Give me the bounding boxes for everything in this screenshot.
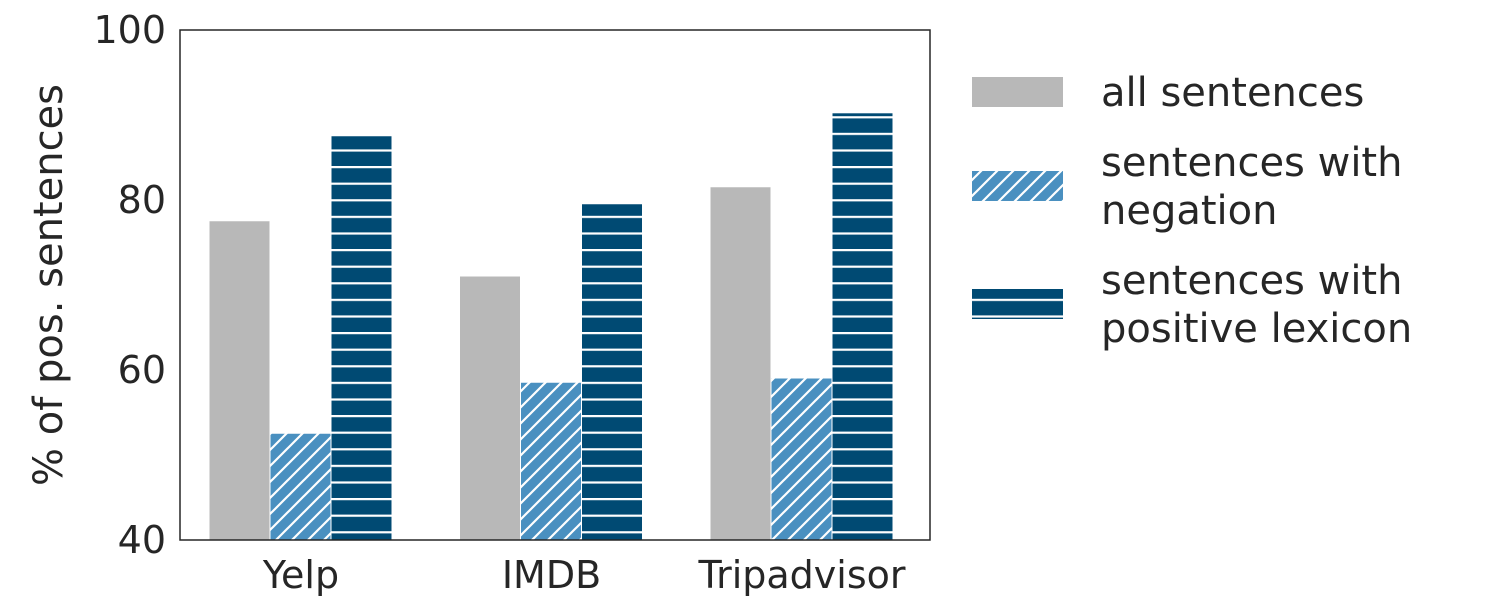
y-tick-label: 100 <box>93 8 166 52</box>
bars-layer <box>209 113 893 541</box>
legend-swatch-sentences-with-negation <box>972 171 1063 201</box>
bar-yelp-sentences-with-positive-lexicon <box>331 136 392 540</box>
legend-label-sentences-with-negation: sentences with negation <box>1101 140 1402 234</box>
bar-yelp-all-sentences <box>209 221 270 540</box>
legend: all sentences sentences with negation sente… <box>972 70 1412 352</box>
y-axis: 40 60 80 100 <box>93 8 166 562</box>
bar-imdb-sentences-with-negation <box>521 382 581 540</box>
plot-frame <box>179 29 931 541</box>
y-tick-label: 80 <box>118 178 166 222</box>
legend-label-all-sentences: all sentences <box>1101 70 1364 116</box>
x-axis: Yelp IMDB Tripadvisor <box>262 553 906 597</box>
bar-yelp-sentences-with-negation <box>270 433 331 540</box>
x-tick-label: Tripadvisor <box>697 553 905 597</box>
bar-imdb-sentences-with-positive-lexicon <box>582 204 642 540</box>
bar-tripadvisor-sentences-with-negation <box>771 378 832 540</box>
bar-tripadvisor-all-sentences <box>710 187 771 540</box>
legend-label-sentences-with-positive-lexicon: sentences with positive lexicon <box>1101 258 1412 352</box>
bar-imdb-all-sentences <box>460 276 520 540</box>
y-axis-label: % of pos. sentences <box>26 84 72 486</box>
y-tick-label: 40 <box>118 518 166 562</box>
legend-swatch-all-sentences <box>972 77 1063 107</box>
y-tick-label: 60 <box>118 348 166 392</box>
x-tick-label: Yelp <box>262 553 339 597</box>
bar-tripadvisor-sentences-with-positive-lexicon <box>832 113 893 541</box>
legend-swatch-sentences-with-positive-lexicon <box>972 289 1063 319</box>
x-tick-label: IMDB <box>502 553 601 597</box>
